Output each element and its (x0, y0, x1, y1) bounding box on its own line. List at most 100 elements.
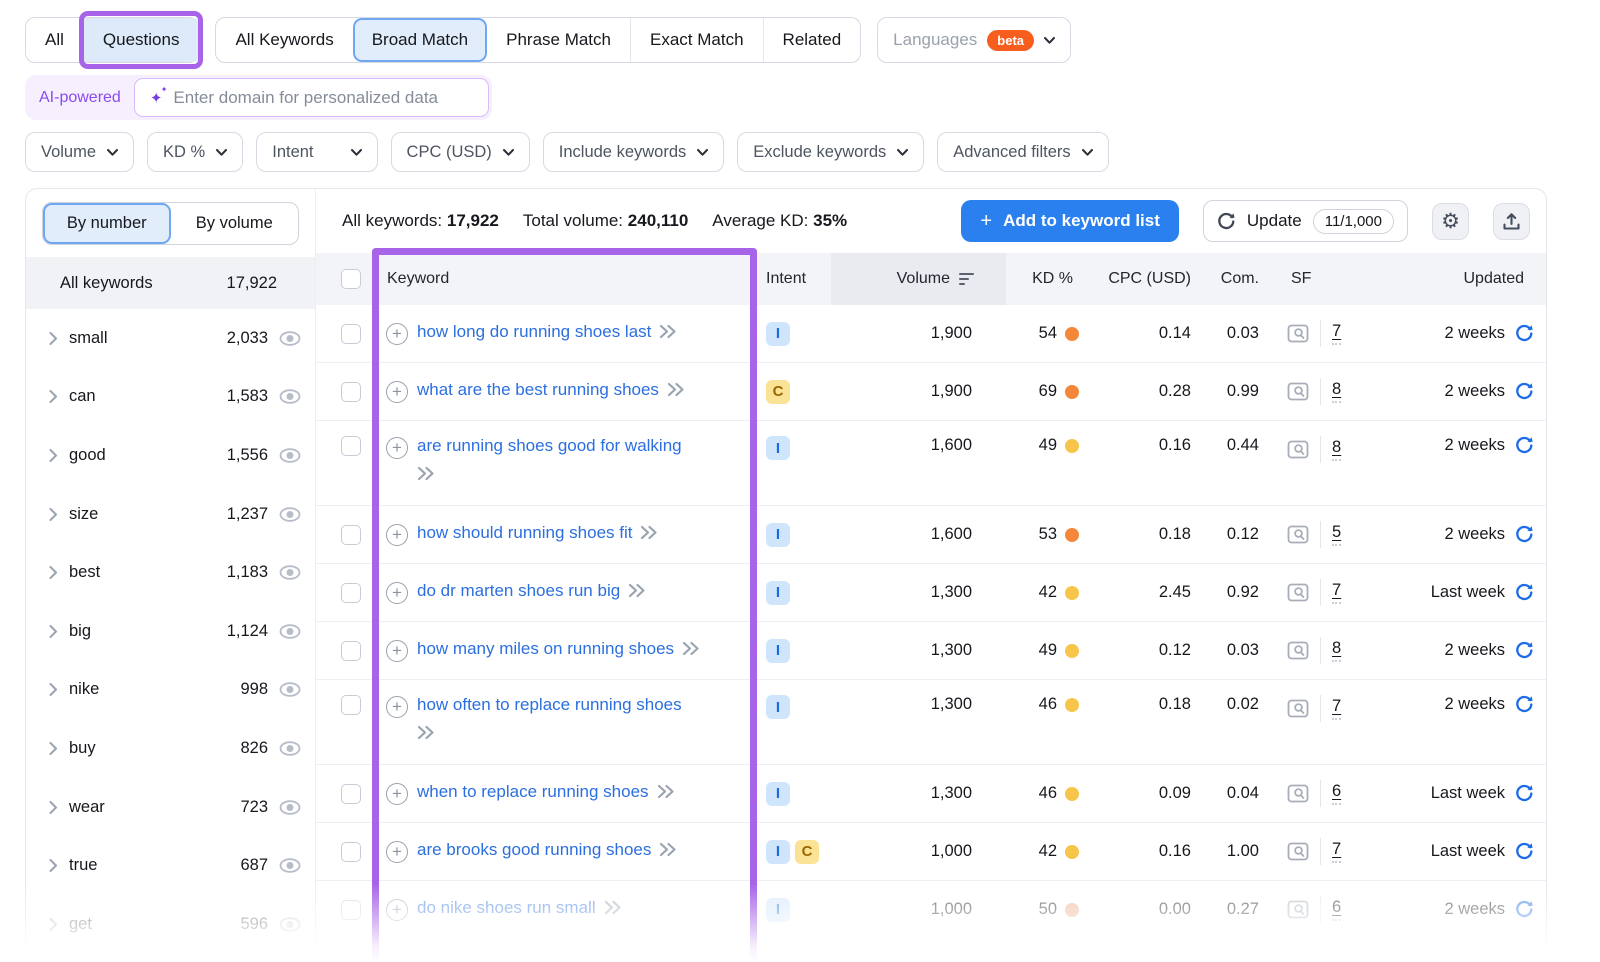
header-updated[interactable]: Updated (1463, 270, 1525, 287)
filter-cpc[interactable]: CPC (USD) (390, 132, 530, 172)
select-all-checkbox[interactable] (341, 269, 361, 289)
eye-icon[interactable] (279, 624, 301, 639)
tab-all-keywords[interactable]: All Keywords (216, 18, 352, 62)
refresh-icon[interactable] (1515, 641, 1534, 660)
languages-dropdown[interactable]: Languages beta (877, 17, 1072, 63)
tab-exact-match[interactable]: Exact Match (630, 18, 763, 62)
expand-chevrons-icon[interactable] (659, 842, 677, 862)
keyword-link[interactable]: what are the best running shoes (417, 380, 659, 399)
sidebar-item-all-keywords[interactable]: All keywords 17,922 (26, 257, 315, 309)
keyword-link[interactable]: are brooks good running shoes (417, 840, 652, 859)
serp-preview-icon[interactable] (1287, 900, 1309, 919)
add-to-keyword-list-button[interactable]: + Add to keyword list (961, 200, 1179, 242)
add-keyword-icon[interactable]: + (386, 524, 408, 546)
sidebar-group-item[interactable]: can 1,583 (26, 368, 315, 427)
eye-icon[interactable] (279, 331, 301, 346)
sidebar-group-item[interactable]: true 687 (26, 836, 315, 895)
keyword-link[interactable]: how should running shoes fit (417, 523, 633, 542)
header-volume[interactable]: Volume (831, 253, 1006, 305)
row-checkbox[interactable] (341, 582, 361, 603)
eye-icon[interactable] (279, 506, 301, 522)
refresh-icon[interactable] (1515, 900, 1534, 919)
sidebar-group-item[interactable]: best 1,183 (26, 543, 315, 602)
refresh-icon[interactable] (1515, 583, 1534, 602)
eye-icon[interactable] (279, 858, 301, 873)
sidebar-group-item[interactable]: buy 826 (26, 719, 315, 778)
filter-volume[interactable]: Volume (25, 132, 135, 172)
eye-icon[interactable] (279, 682, 301, 698)
add-keyword-icon[interactable]: + (386, 841, 408, 863)
eye-icon[interactable] (279, 389, 301, 405)
serp-preview-icon[interactable] (1287, 440, 1309, 459)
row-checkbox[interactable] (341, 783, 361, 804)
keyword-link[interactable]: do dr marten shoes run big (417, 581, 621, 600)
sf-count[interactable]: 7 (1332, 322, 1342, 345)
refresh-icon[interactable] (1515, 436, 1534, 455)
expand-chevrons-icon[interactable] (417, 466, 682, 486)
refresh-icon[interactable] (1515, 842, 1534, 861)
sidebar-group-item[interactable]: size 1,237 (26, 485, 315, 544)
keyword-link[interactable]: are running shoes good for walking (417, 436, 682, 455)
settings-button[interactable]: ⚙ (1432, 202, 1469, 240)
keyword-link[interactable]: do nike shoes run small (417, 898, 596, 917)
serp-preview-icon[interactable] (1287, 842, 1309, 861)
domain-input[interactable]: ✦ Enter domain for personalized data (133, 78, 489, 117)
keyword-link[interactable]: how long do running shoes last (417, 322, 652, 341)
export-button[interactable] (1493, 202, 1530, 240)
sf-count[interactable]: 5 (1332, 523, 1342, 546)
sf-count[interactable]: 7 (1332, 697, 1342, 720)
filter-kd[interactable]: KD % (147, 132, 244, 172)
header-sf[interactable]: SF (1291, 270, 1312, 287)
keyword-link[interactable]: how many miles on running shoes (417, 639, 675, 658)
serp-preview-icon[interactable] (1287, 641, 1309, 660)
eye-icon[interactable] (279, 565, 301, 580)
sidebar-group-item[interactable]: get 596 (26, 895, 315, 954)
row-checkbox[interactable] (341, 899, 361, 920)
tab-phrase-match[interactable]: Phrase Match (487, 18, 630, 62)
expand-chevrons-icon[interactable] (657, 784, 675, 804)
add-keyword-icon[interactable]: + (386, 323, 408, 345)
sf-count[interactable]: 6 (1332, 898, 1342, 921)
row-checkbox[interactable] (341, 436, 361, 456)
serp-preview-icon[interactable] (1287, 699, 1309, 718)
serp-preview-icon[interactable] (1287, 324, 1309, 343)
row-checkbox[interactable] (341, 524, 361, 545)
keyword-link[interactable]: how often to replace running shoes (417, 695, 682, 714)
sidebar-group-item[interactable]: good 1,556 (26, 426, 315, 485)
toggle-by-volume[interactable]: By volume (171, 203, 299, 244)
tab-questions[interactable]: Questions (78, 11, 204, 69)
add-keyword-icon[interactable]: + (386, 783, 408, 805)
sidebar-group-item[interactable]: wear 723 (26, 778, 315, 837)
expand-chevrons-icon[interactable] (628, 583, 646, 603)
sf-count[interactable]: 7 (1332, 840, 1342, 863)
eye-icon[interactable] (279, 448, 301, 463)
header-kd[interactable]: KD % (1032, 270, 1073, 287)
sf-count[interactable]: 7 (1332, 581, 1342, 604)
header-cpc[interactable]: CPC (USD) (1108, 270, 1191, 287)
sidebar-group-item[interactable]: big 1,124 (26, 602, 315, 661)
filter-exclude-keywords[interactable]: Exclude keywords (737, 132, 925, 172)
header-com[interactable]: Com. (1220, 270, 1259, 287)
expand-chevrons-icon[interactable] (640, 525, 658, 545)
toggle-by-number[interactable]: By number (43, 203, 171, 244)
refresh-icon[interactable] (1515, 784, 1534, 803)
expand-chevrons-icon[interactable] (667, 382, 685, 402)
refresh-icon[interactable] (1515, 382, 1534, 401)
add-keyword-icon[interactable]: + (386, 437, 408, 459)
keyword-link[interactable]: when to replace running shoes (417, 782, 649, 801)
update-button[interactable]: Update 11/1,000 (1202, 200, 1408, 242)
serp-preview-icon[interactable] (1287, 525, 1309, 544)
tab-all[interactable]: All (26, 18, 83, 62)
row-checkbox[interactable] (341, 841, 361, 862)
eye-icon[interactable] (279, 917, 301, 932)
expand-chevrons-icon[interactable] (659, 324, 677, 344)
eye-icon[interactable] (279, 799, 301, 815)
sidebar-group-item[interactable]: small 2,033 (26, 309, 315, 368)
refresh-icon[interactable] (1515, 525, 1534, 544)
refresh-icon[interactable] (1515, 324, 1534, 343)
expand-chevrons-icon[interactable] (604, 900, 622, 920)
filter-include-keywords[interactable]: Include keywords (542, 132, 725, 172)
tab-broad-match[interactable]: Broad Match (352, 18, 488, 62)
add-keyword-icon[interactable]: + (386, 381, 408, 403)
filter-intent[interactable]: Intent (256, 132, 378, 172)
